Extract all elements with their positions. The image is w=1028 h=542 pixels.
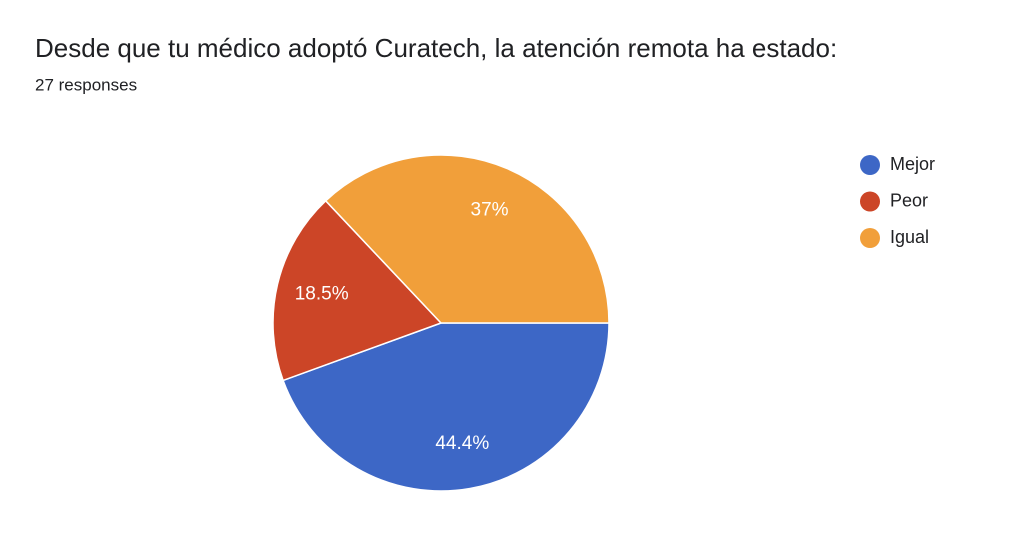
legend-swatch bbox=[860, 155, 880, 175]
chart-subtitle: 27 responses bbox=[35, 75, 137, 94]
pie-slice bbox=[272, 199, 443, 382]
legend-label: Mejor bbox=[890, 154, 935, 174]
legend-label: Peor bbox=[890, 190, 928, 210]
data-label: 44.4% bbox=[435, 433, 489, 454]
legend-swatch bbox=[860, 191, 880, 212]
pie-slice bbox=[282, 322, 610, 492]
chart-title: Desde que tu médico adoptó Curatech, la … bbox=[35, 33, 837, 63]
legend-swatch bbox=[860, 228, 880, 248]
legend-label: Igual bbox=[890, 227, 929, 247]
data-label: 37% bbox=[471, 199, 509, 220]
data-label: 18.5% bbox=[295, 284, 349, 305]
pie-slice bbox=[324, 154, 610, 324]
